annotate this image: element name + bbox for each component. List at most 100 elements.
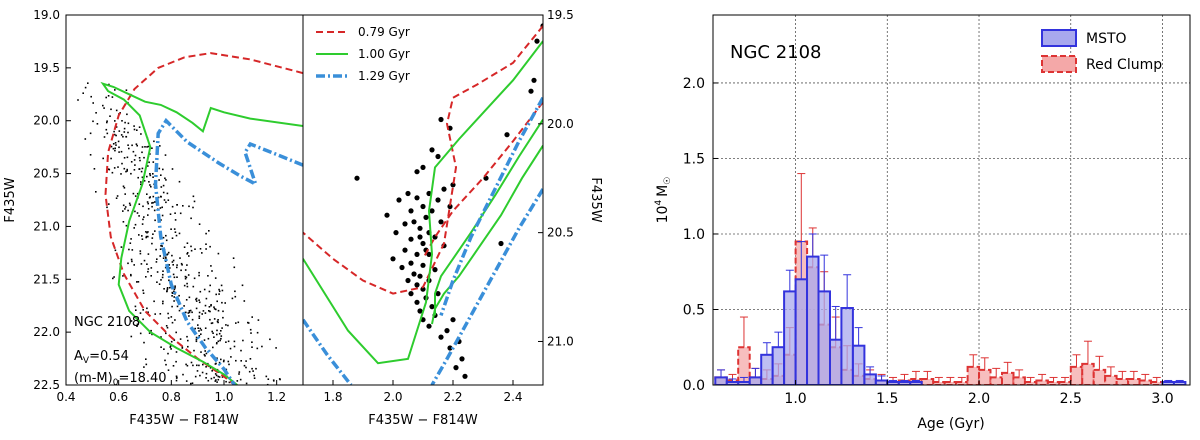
star-point [160, 219, 162, 221]
star-point [200, 351, 202, 353]
star-point [174, 319, 176, 321]
star-point [169, 346, 172, 348]
x-tick-label: 0.8 [162, 390, 181, 404]
star-point [113, 130, 115, 133]
star-point [162, 300, 164, 303]
star-point [102, 157, 104, 160]
star-point [213, 308, 216, 310]
star-point [205, 297, 208, 300]
star-point [164, 177, 166, 180]
distance-modulus-subscript: 0 [113, 378, 119, 388]
star-point [122, 185, 125, 188]
star-point [141, 238, 144, 240]
star-point [134, 164, 136, 166]
star-point [227, 324, 229, 327]
star-point [207, 275, 209, 277]
star-point [142, 218, 144, 221]
star-point [87, 82, 89, 84]
star-point [199, 374, 201, 377]
star-point [116, 195, 119, 197]
legend-label: MSTO [1086, 31, 1127, 47]
star-point [162, 168, 164, 171]
star-point [139, 250, 142, 252]
star-point [148, 161, 150, 164]
star-point [165, 239, 168, 242]
star-point [105, 128, 108, 131]
star-point [198, 364, 200, 367]
star-point [215, 308, 217, 311]
star-point [188, 205, 190, 208]
star-point [209, 310, 211, 313]
star-point [435, 291, 441, 297]
star-point [214, 380, 217, 382]
star-point [139, 312, 142, 314]
cmd-full-xlabel: F435W − F814W [129, 413, 239, 428]
star-point [265, 375, 268, 378]
star-point [174, 287, 176, 289]
x-tick-label: 2.2 [443, 390, 462, 404]
star-point [417, 308, 423, 314]
star-point [146, 146, 148, 148]
red-clump-bar [966, 365, 981, 385]
star-point [120, 150, 123, 153]
msto-bar [909, 381, 923, 385]
star-point [444, 328, 450, 334]
star-point [173, 300, 175, 302]
star-point [165, 332, 167, 335]
star-point [123, 157, 126, 159]
star-point [185, 380, 188, 382]
star-point [165, 325, 168, 327]
star-point [198, 271, 200, 274]
star-point [159, 255, 161, 257]
star-point [113, 276, 115, 278]
star-point [147, 253, 150, 255]
star-point [186, 253, 188, 255]
star-point [175, 379, 178, 382]
star-point [172, 273, 175, 276]
star-point [169, 267, 171, 269]
star-point [203, 288, 206, 291]
star-point [411, 271, 417, 277]
x-tick-label: 1.0 [784, 391, 806, 407]
star-point [218, 361, 221, 364]
star-point [214, 277, 217, 279]
star-point [133, 169, 136, 171]
star-point [207, 337, 210, 340]
star-point [147, 165, 149, 167]
star-point [163, 348, 165, 350]
star-point [225, 341, 227, 343]
red-clump-bar [1138, 379, 1152, 385]
star-point [176, 276, 178, 278]
star-point [136, 129, 138, 131]
star-point [114, 249, 117, 252]
star-point [187, 274, 190, 276]
star-point [176, 376, 178, 379]
star-point [185, 276, 188, 279]
cmd-zoom-panel: 1.8 2.0 2.2 2.4 19.5 20.0 20.5 21.0 0.79 Gyr 1.00… [302, 8, 574, 404]
star-point [222, 310, 224, 313]
star-point [118, 146, 120, 149]
star-point [136, 192, 139, 195]
star-point [150, 267, 153, 269]
star-point [266, 383, 269, 385]
star-point [138, 168, 140, 170]
star-point [147, 235, 149, 238]
star-point [136, 212, 139, 214]
star-point [240, 349, 242, 352]
star-point [396, 197, 402, 203]
star-point [256, 331, 259, 334]
star-point [166, 326, 169, 329]
star-point [170, 228, 172, 230]
star-point [95, 191, 97, 193]
star-point [130, 161, 133, 163]
star-point [220, 335, 223, 337]
star-point [175, 351, 178, 353]
star-point [142, 292, 145, 294]
hist-plot-area [714, 173, 1187, 385]
legend-label: Red Clump [1086, 57, 1162, 73]
star-point [147, 231, 149, 233]
star-point [441, 186, 447, 192]
star-point [405, 190, 411, 197]
star-point [205, 243, 207, 245]
star-point [235, 359, 237, 362]
